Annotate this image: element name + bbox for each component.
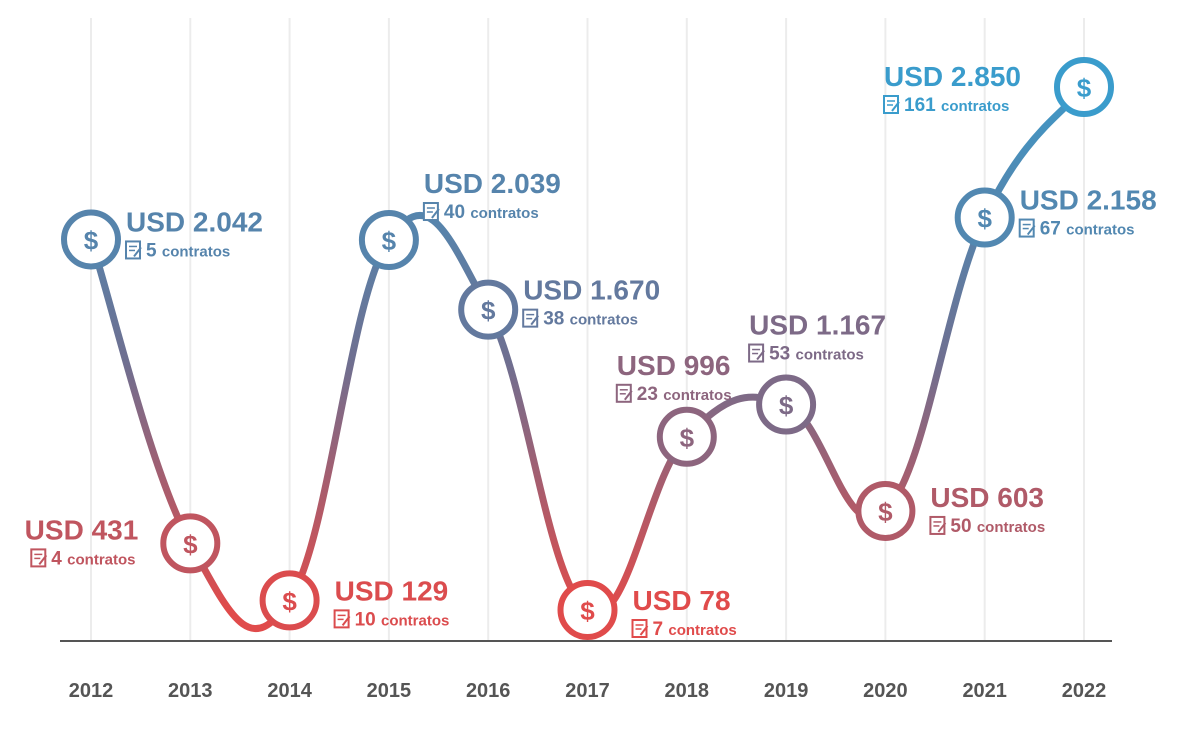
contracts-label: 50 contratos [950,516,1045,537]
data-label: USD 1.670 38 contratos [522,275,660,330]
data-label: USD 2.158 67 contratos [1018,185,1157,240]
dollar-icon: $ [779,391,794,421]
marker-ring [61,209,121,270]
data-label: USD 1.167 53 contratos [748,310,886,365]
contracts-label: 4 contratos [51,548,135,569]
data-point-marker: $ [954,187,1015,248]
contracts-label: 5 contratos [146,240,230,261]
marker-ring [358,210,419,271]
dollar-icon: $ [878,497,893,527]
data-point-marker: $ [358,210,419,271]
data-point-marker: $ [557,580,618,640]
dollar-icon: $ [481,296,496,326]
contract-icon [522,308,539,328]
contracts-label: 23 contratos [637,384,732,405]
marker-ring [458,279,519,340]
marker-ring [557,580,618,640]
contracts-label: 53 contratos [769,344,864,365]
dollar-icon: $ [84,225,99,255]
contracts-label: 161 contratos [904,95,1009,116]
x-tick-label: 2019 [764,680,809,702]
marker-ring [1054,57,1114,117]
x-tick-label: 2020 [863,680,908,702]
data-label: USD 78 7 contratos [631,585,737,640]
amount-label: USD 129 [335,575,449,606]
data-point-marker: $ [61,209,121,270]
dollar-icon: $ [977,204,992,234]
amount-label: USD 431 [25,514,139,545]
contracts-label: 10 contratos [355,609,450,630]
contract-icon [631,619,649,638]
amount-label: USD 2.039 [424,168,561,199]
amount-label: USD 603 [930,482,1044,513]
data-point-marker: $ [855,480,916,541]
x-tick-label: 2017 [565,680,610,702]
contract-icon [422,202,440,222]
marker-ring [160,513,221,574]
data-point-marker: $ [756,374,817,435]
contract-icon [30,548,48,568]
amount-label: USD 1.167 [749,310,886,341]
marker-ring [656,406,717,467]
data-label: USD 603 50 contratos [929,482,1045,537]
x-tick-label: 2013 [168,680,213,702]
amount-label: USD 78 [633,585,731,616]
series-line [87,83,1088,633]
contract-icon [748,343,765,363]
data-point-marker: $ [160,513,221,574]
contracts-label: 67 contratos [1040,219,1135,240]
data-label: USD 2.042 5 contratos [125,206,263,261]
marker-ring [756,374,817,435]
dollar-icon: $ [580,596,595,626]
amount-label: USD 2.158 [1020,185,1157,216]
contract-icon [333,609,351,629]
contract-icon [125,240,142,260]
data-point-marker: $ [259,570,320,631]
data-label: USD 2.850 161 contratos [883,61,1021,116]
data-markers: $ $ $ $ $ $ $ $ $ $ $ [61,57,1114,640]
dollar-icon: $ [282,586,297,616]
marker-ring [259,570,320,631]
x-tick-label: 2016 [466,680,511,702]
data-label: USD 996 23 contratos [615,350,732,405]
amount-label: USD 2.042 [126,206,263,237]
x-tick-label: 2014 [267,680,312,702]
contract-icon [929,515,947,535]
contracts-label: 7 contratos [653,619,737,640]
data-point-marker: $ [458,279,519,340]
contract-icon [615,383,633,403]
contract-icon [1018,218,1036,238]
data-label: USD 431 4 contratos [25,514,139,569]
amount-label: USD 2.850 [884,61,1021,92]
x-axis-tick-labels: 2012 2013 2014 2015 2016 2017 2018 2019 2020 2021… [69,680,1107,702]
amount-label: USD 1.670 [523,275,660,306]
x-tick-label: 2018 [665,680,710,702]
dollar-icon: $ [680,423,695,453]
marker-ring [954,187,1015,248]
data-point-marker: $ [1054,57,1114,117]
marker-ring [855,480,916,541]
dollar-icon: $ [183,529,198,559]
x-tick-label: 2015 [367,680,412,702]
data-point-marker: $ [656,406,717,467]
x-tick-label: 2021 [962,680,1007,702]
contracts-label: 40 contratos [444,202,539,223]
contracts-label: 38 contratos [543,309,638,330]
data-label: USD 2.039 40 contratos [422,168,561,223]
dollar-icon: $ [1077,73,1092,103]
dollar-icon: $ [382,226,397,256]
data-label: USD 129 10 contratos [333,575,450,630]
x-tick-label: 2012 [69,680,114,702]
x-tick-label: 2022 [1062,680,1107,702]
contract-icon [883,95,900,114]
amount-label: USD 996 [617,350,731,381]
